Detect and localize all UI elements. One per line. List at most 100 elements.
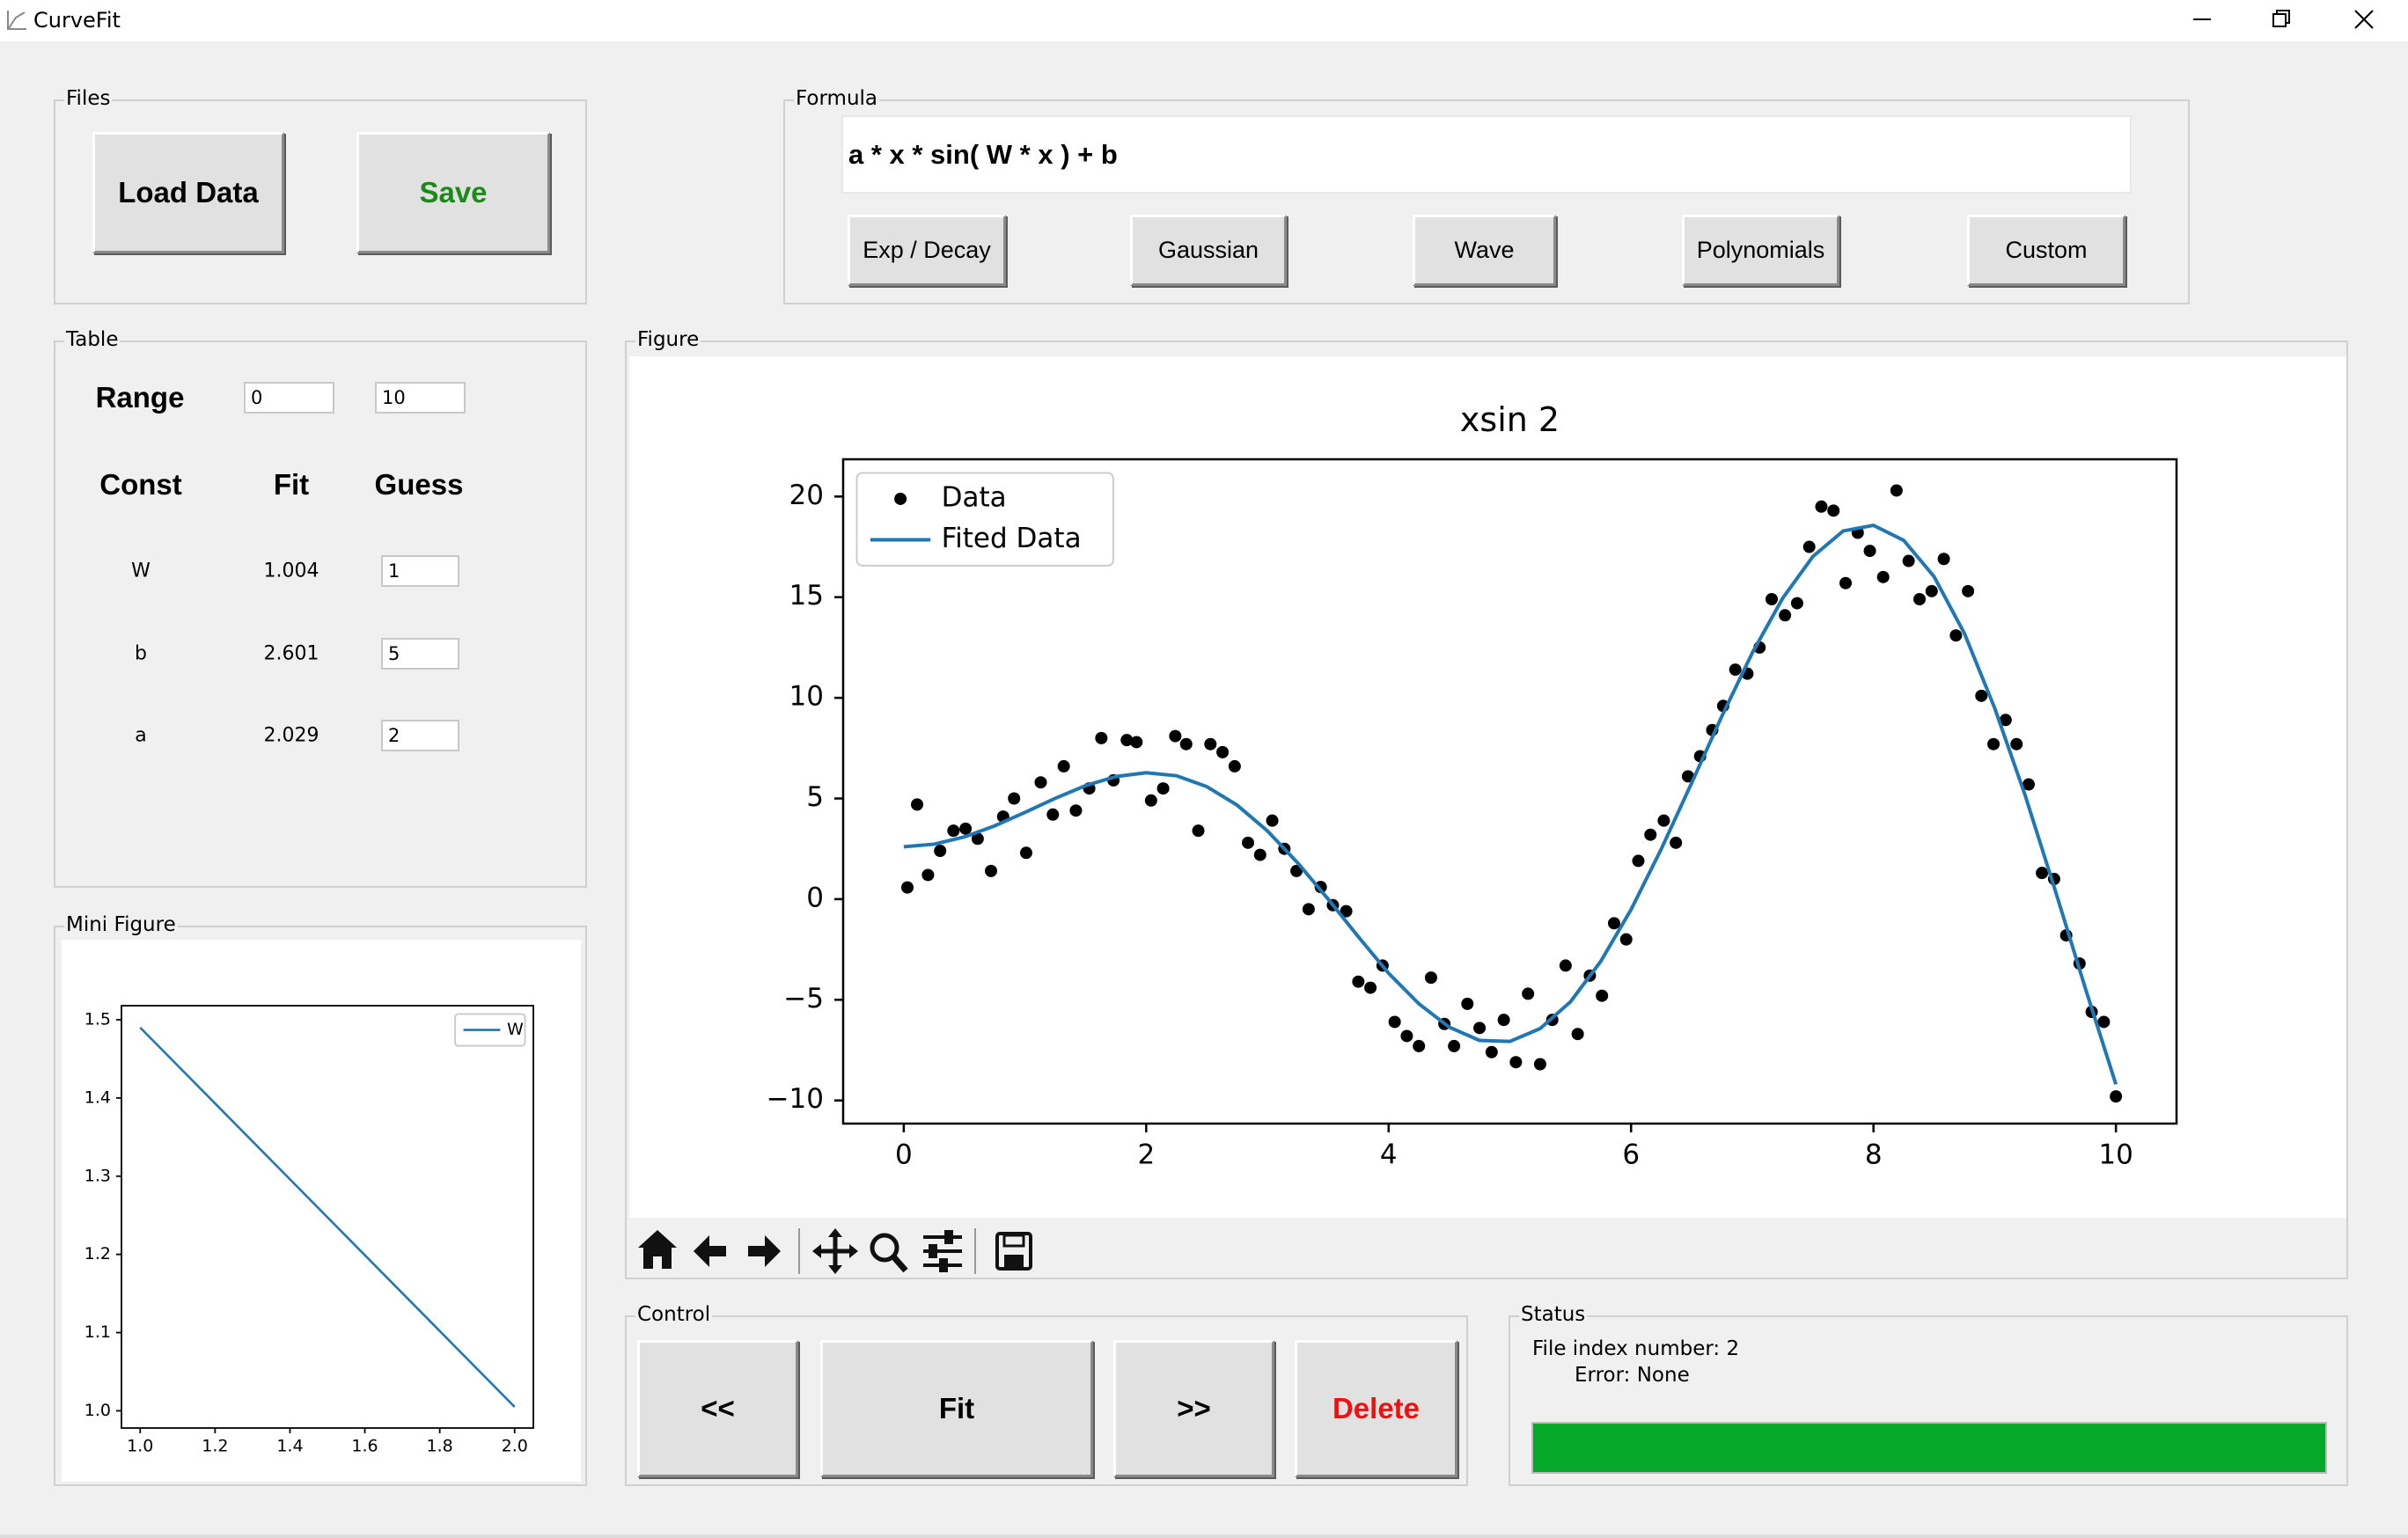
data-point	[1509, 1056, 1523, 1069]
save-button[interactable]: Save	[356, 132, 550, 253]
data-point	[2010, 737, 2023, 751]
data-point	[921, 868, 935, 882]
range-min-input[interactable]: 0	[244, 382, 334, 414]
x-tick-label: 4	[1380, 1139, 1398, 1171]
data-point	[1657, 814, 1670, 827]
data-point	[1890, 484, 1903, 497]
preset-button[interactable]: Polynomials	[1682, 215, 1839, 286]
group-label: Files	[64, 87, 113, 110]
data-point	[1204, 737, 1217, 751]
control-button[interactable]: Fit	[820, 1340, 1093, 1477]
x-tick-label: 1.8	[427, 1437, 453, 1456]
guess-input[interactable]: 5	[381, 638, 459, 670]
data-point	[1619, 933, 1633, 946]
data-point	[934, 844, 947, 857]
const-name: W	[131, 560, 150, 582]
control-button[interactable]: Delete	[1295, 1340, 1457, 1477]
data-point	[1057, 759, 1070, 773]
guess-input[interactable]: 2	[381, 720, 459, 751]
preset-button[interactable]: Gaussian	[1130, 215, 1287, 286]
title-bar: CurveFit	[0, 0, 2408, 41]
data-point	[985, 864, 998, 877]
data-point	[1644, 828, 1657, 841]
data-point	[1290, 864, 1303, 877]
window-title: CurveFit	[33, 8, 121, 33]
data-point	[1937, 553, 1950, 566]
data-point	[1815, 500, 1828, 513]
main-chart: xsin 2 0 2 4 6 8 10 −10 −5 0 5 10 15 20 Data Fited Data	[629, 356, 2346, 1218]
data-point	[1216, 745, 1230, 758]
status-group: Status	[1509, 1303, 2348, 1486]
data-point	[1681, 770, 1694, 783]
window-controls[interactable]	[2183, 7, 2394, 35]
preset-button[interactable]: Exp / Decay	[848, 215, 1006, 286]
data-point	[1962, 584, 1975, 597]
pan-button[interactable]	[812, 1228, 858, 1274]
x-tick-label: 6	[1622, 1139, 1640, 1171]
figure-group: Figure	[625, 328, 2348, 1279]
save-figure-button[interactable]	[995, 1232, 1032, 1271]
data-point	[1461, 997, 1474, 1010]
plot-frame	[121, 1005, 534, 1429]
zoom-button[interactable]	[870, 1233, 908, 1273]
formula-input[interactable]: a * x * sin( W * x ) + b	[841, 115, 2132, 194]
y-tick-label: 1.2	[84, 1244, 111, 1263]
close[interactable]	[2354, 10, 2374, 29]
data-point	[900, 881, 914, 894]
guess-input[interactable]: 1	[381, 555, 459, 587]
y-tick-label: −10	[767, 1083, 824, 1115]
forward-button[interactable]	[748, 1235, 781, 1267]
data-point	[1729, 663, 1742, 677]
range-max-input[interactable]: 10	[375, 382, 466, 414]
data-point	[911, 798, 924, 811]
data-point	[1485, 1045, 1498, 1058]
load-button[interactable]: Load Data	[92, 132, 284, 253]
group-label: Status	[1519, 1303, 1588, 1326]
data-point	[1913, 593, 1927, 606]
data-point	[1902, 554, 1915, 568]
control-button[interactable]: >>	[1113, 1340, 1274, 1477]
x-tick-label: 2	[1137, 1139, 1155, 1171]
data-point	[1790, 597, 1803, 610]
data-point	[1559, 959, 1572, 972]
y-tick-label: 1.1	[84, 1322, 111, 1342]
data-point	[1863, 545, 1876, 558]
data-point	[2097, 1015, 2111, 1029]
formula-group: Formula	[783, 87, 2190, 304]
data-point	[1069, 804, 1083, 817]
data-point	[1999, 714, 2012, 727]
x-tick-label: 0	[895, 1139, 913, 1171]
legend-box	[855, 472, 1114, 567]
legend-marker	[894, 492, 907, 505]
chart-title: xsin 2	[1460, 400, 1560, 439]
data-point	[1876, 570, 1890, 583]
y-tick-label: 1.3	[84, 1166, 111, 1185]
app-icon	[7, 11, 26, 30]
data-point	[1364, 981, 1377, 994]
configure-button[interactable]	[923, 1230, 962, 1272]
back-button[interactable]	[694, 1235, 726, 1267]
data-point	[1192, 824, 1205, 838]
data-point	[1253, 848, 1266, 861]
data-point	[1765, 593, 1778, 606]
x-tick-label: 2.0	[502, 1437, 528, 1456]
data-point	[1839, 576, 1853, 590]
group-label: Mini Figure	[64, 913, 178, 936]
nav-toolbar	[638, 1228, 1032, 1274]
bottom-edge	[0, 1534, 2408, 1538]
data-point	[1802, 540, 1816, 553]
data-point	[1670, 836, 1683, 849]
y-tick-label: 10	[789, 681, 824, 713]
data-point	[1949, 629, 1963, 642]
data-point	[1827, 504, 1840, 517]
legend-label: Data	[942, 481, 1007, 513]
restore[interactable]	[2272, 10, 2290, 27]
preset-button[interactable]: Custom	[1967, 215, 2125, 286]
column-header: Guess	[374, 468, 464, 501]
x-tick-label: 8	[1865, 1139, 1883, 1171]
y-tick-label: 1.0	[84, 1401, 111, 1420]
control-button[interactable]: <<	[637, 1340, 798, 1477]
home-button[interactable]	[638, 1230, 677, 1269]
preset-button[interactable]: Wave	[1413, 215, 1556, 286]
